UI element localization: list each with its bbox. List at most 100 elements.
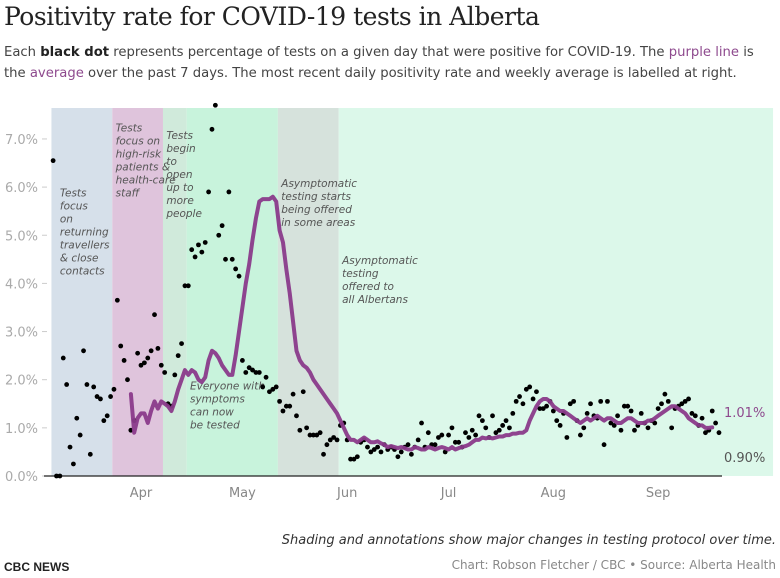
daily-dot [490,413,495,419]
annotation-line: offered to [342,281,394,293]
daily-dot [567,401,573,407]
daily-dot [523,386,529,392]
daily-dot [152,312,157,318]
daily-dot [50,158,56,164]
daily-dot [645,425,651,431]
subtitle-part: represents percentage of tests on a give… [109,45,669,60]
daily-dot [223,256,228,262]
annotation-line: begin [166,143,195,155]
daily-dot [101,418,107,424]
daily-dot [466,435,472,440]
daily-dot [496,427,502,433]
x-tick-label: Jun [336,486,357,501]
annotation: Tests focus on high-risk patients & health-c… [115,123,176,200]
daily-dot [260,384,266,390]
daily-dot [324,442,330,448]
average-line-path [128,194,715,452]
latest-average-label: 1.01% [724,406,765,421]
x-tick-label: Aug [541,486,566,501]
shading-band [338,108,774,476]
daily-dot [425,430,431,436]
annotation-line: can now [190,406,234,418]
annotation-line: focus [60,201,89,213]
daily-dot [588,401,593,407]
daily-dot [84,382,90,387]
daily-dot [54,473,59,479]
daily-dot [229,256,235,262]
daily-dot [172,372,178,378]
daily-dot [246,365,252,371]
daily-dot [398,449,404,455]
daily-dot [209,126,215,132]
daily-dot [527,384,533,390]
daily-dot [476,413,482,419]
annotation-line: Asymptomatic [280,178,357,190]
daily-dot [111,386,117,392]
daily-dot [327,437,333,443]
daily-dot [500,423,506,428]
shading-band [112,108,163,476]
daily-dot [240,358,245,363]
daily-dot [659,401,664,407]
daily-dot [104,413,110,419]
daily-dot [699,415,705,421]
y-tick-label: 5.0% [5,229,38,244]
daily-dot [290,391,296,397]
daily-dot [125,377,130,383]
daily-dot [206,189,212,195]
annotation-line: to [166,156,177,168]
daily-dot [601,442,607,448]
daily-dot [287,403,293,409]
daily-dot [57,473,63,479]
daily-dot [557,423,563,428]
annotation-line: being offered [281,204,352,216]
daily-dot [503,418,509,424]
daily-dot [74,415,80,421]
daily-dot [263,374,269,380]
y-tick-label: 0.0% [5,470,38,485]
daily-dot [513,398,519,404]
annotation-line: Tests [166,130,193,142]
shading-band [51,108,113,476]
daily-dot [686,396,691,402]
annotation-line: be tested [190,419,240,431]
annotation-line: patients & [115,162,170,174]
daily-dot [162,370,168,375]
shading-band [277,108,339,476]
daily-dot [267,389,272,395]
y-tick-label: 7.0% [5,133,38,148]
daily-dot [682,398,688,404]
daily-dot [310,432,316,438]
daily-dot [709,408,715,414]
daily-dot [507,425,512,431]
y-tick-label: 4.0% [5,277,38,292]
daily-dot [530,396,536,402]
annotation-line: contacts [60,266,105,278]
annotation-line: all Albertans [342,294,408,306]
daily-dot [158,362,164,368]
subtitle-part: Each [4,45,41,60]
annotation-line: Tests [60,188,87,200]
daily-dot [463,430,468,436]
daily-dot [662,391,668,397]
y-tick-label: 2.0% [5,374,38,389]
daily-dot [554,418,560,424]
average-line [128,194,715,452]
daily-dot [365,444,370,450]
annotation-line: up to [166,182,193,194]
daily-dot [118,343,124,349]
daily-dot [94,394,100,399]
daily-dot [300,389,306,395]
daily-dot [270,386,276,392]
daily-dot [219,223,225,229]
daily-dot [253,370,259,375]
daily-dot [307,432,313,438]
annotation-line: open [166,169,192,181]
shading-band [186,108,278,476]
annotation-line: & close [60,253,99,265]
brand-logo: CBC NEWS [4,560,70,574]
daily-dot [371,447,377,452]
annotation-line: returning [60,227,109,239]
daily-dot [226,189,232,195]
annotation-line: focus on [116,136,160,148]
